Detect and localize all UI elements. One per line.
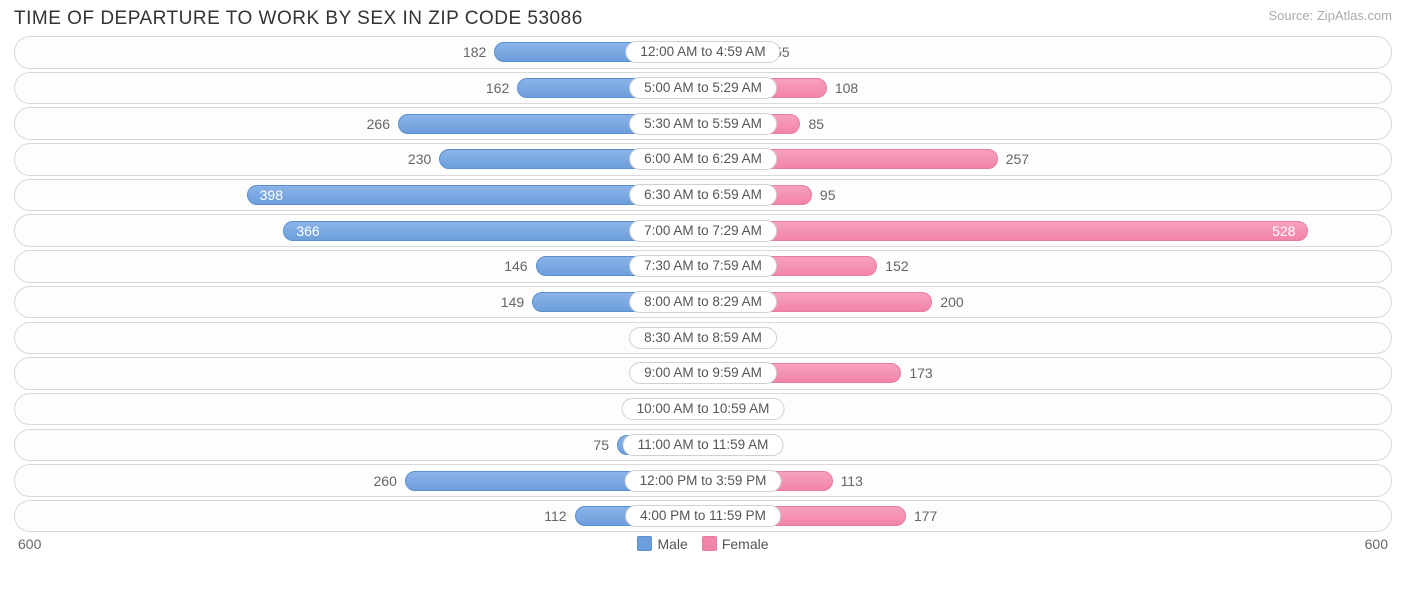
female-half: 257 [703, 144, 1391, 175]
chart-row: 266 85 5:30 AM to 5:59 AM [14, 107, 1392, 140]
male-half: 182 [15, 37, 703, 68]
chart-row: 75 3411:00 AM to 11:59 AM [14, 429, 1392, 462]
chart-row: 366 528 7:00 AM to 7:29 AM [14, 214, 1392, 247]
male-value: 149 [493, 294, 532, 310]
axis-right-max: 600 [1365, 536, 1388, 552]
female-value: 528 [1264, 223, 1303, 239]
category-label: 11:00 AM to 11:59 AM [623, 434, 784, 456]
chart-row: 162 108 5:00 AM to 5:29 AM [14, 72, 1392, 105]
female-half: 108 [703, 73, 1391, 104]
chart-row: 14308:30 AM to 8:59 AM [14, 322, 1392, 355]
female-half: 528 [703, 215, 1391, 246]
male-half: 162 [15, 73, 703, 104]
male-half: 112 [15, 501, 703, 532]
female-value: 85 [800, 116, 832, 132]
female-half: 34 [703, 430, 1391, 461]
legend-female-label: Female [722, 536, 769, 552]
male-half: 16 [15, 394, 703, 425]
female-value: 200 [932, 294, 971, 310]
chart-title: TIME OF DEPARTURE TO WORK BY SEX IN ZIP … [14, 8, 583, 30]
chart-row: 182 5512:00 AM to 4:59 AM [14, 36, 1392, 69]
female-bar: 528 [703, 221, 1308, 241]
chart-row: 230 257 6:00 AM to 6:29 AM [14, 143, 1392, 176]
category-label: 8:30 AM to 8:59 AM [629, 327, 777, 349]
male-value: 182 [455, 44, 494, 60]
male-half: 266 [15, 108, 703, 139]
male-value: 162 [478, 80, 517, 96]
diverging-bar-chart: 182 5512:00 AM to 4:59 AM 162 108 5:00 AM to… [14, 36, 1392, 532]
male-half: 230 [15, 144, 703, 175]
chart-row: 112 177 4:00 PM to 11:59 PM [14, 500, 1392, 533]
chart-row: 260 113 12:00 PM to 3:59 PM [14, 464, 1392, 497]
male-half: 260 [15, 465, 703, 496]
female-swatch-icon [702, 536, 717, 551]
category-label: 10:00 AM to 10:59 AM [622, 398, 785, 420]
male-value: 230 [400, 151, 439, 167]
chart-source: Source: ZipAtlas.com [1268, 8, 1392, 23]
chart-row: 165010:00 AM to 10:59 AM [14, 393, 1392, 426]
male-half: 75 [15, 430, 703, 461]
legend-male-label: Male [657, 536, 687, 552]
chart-header: TIME OF DEPARTURE TO WORK BY SEX IN ZIP … [14, 8, 1392, 30]
female-half: 50 [703, 394, 1391, 425]
chart-row: 35 173 9:00 AM to 9:59 AM [14, 357, 1392, 390]
female-value: 257 [998, 151, 1037, 167]
male-half: 398 [15, 180, 703, 211]
chart-row: 146 152 7:30 AM to 7:59 AM [14, 250, 1392, 283]
male-value: 260 [366, 473, 405, 489]
female-half: 30 [703, 323, 1391, 354]
legend-male: Male [637, 536, 687, 552]
female-value: 113 [833, 473, 871, 489]
legend: Male Female [637, 536, 768, 552]
male-half: 35 [15, 358, 703, 389]
male-value: 112 [536, 508, 574, 524]
female-half: 152 [703, 251, 1391, 282]
category-label: 12:00 AM to 4:59 AM [625, 41, 780, 63]
female-value: 108 [827, 80, 866, 96]
male-value: 266 [359, 116, 398, 132]
category-label: 4:00 PM to 11:59 PM [625, 505, 781, 527]
axis-left-max: 600 [18, 536, 41, 552]
male-half: 149 [15, 287, 703, 318]
category-label: 6:00 AM to 6:29 AM [629, 148, 777, 170]
male-value: 146 [496, 258, 535, 274]
female-half: 113 [703, 465, 1391, 496]
female-value: 152 [877, 258, 916, 274]
male-value: 398 [252, 187, 291, 203]
category-label: 12:00 PM to 3:59 PM [625, 470, 782, 492]
category-label: 5:00 AM to 5:29 AM [629, 77, 777, 99]
category-label: 8:00 AM to 8:29 AM [629, 291, 777, 313]
female-half: 85 [703, 108, 1391, 139]
female-half: 95 [703, 180, 1391, 211]
female-value: 173 [901, 365, 940, 381]
male-half: 146 [15, 251, 703, 282]
female-half: 200 [703, 287, 1391, 318]
chart-row: 149 200 8:00 AM to 8:29 AM [14, 286, 1392, 319]
male-value: 75 [585, 437, 617, 453]
category-label: 9:00 AM to 9:59 AM [629, 362, 777, 384]
category-label: 6:30 AM to 6:59 AM [629, 184, 777, 206]
category-label: 5:30 AM to 5:59 AM [629, 113, 777, 135]
female-half: 173 [703, 358, 1391, 389]
male-value: 366 [288, 223, 327, 239]
male-swatch-icon [637, 536, 652, 551]
female-half: 177 [703, 501, 1391, 532]
chart-footer: 600 Male Female 600 [14, 536, 1392, 552]
female-value: 95 [812, 187, 844, 203]
female-half: 55 [703, 37, 1391, 68]
female-value: 177 [906, 508, 945, 524]
chart-row: 398 95 6:30 AM to 6:59 AM [14, 179, 1392, 212]
male-half: 366 [15, 215, 703, 246]
male-half: 14 [15, 323, 703, 354]
category-label: 7:00 AM to 7:29 AM [629, 220, 777, 242]
category-label: 7:30 AM to 7:59 AM [629, 255, 777, 277]
legend-female: Female [702, 536, 769, 552]
